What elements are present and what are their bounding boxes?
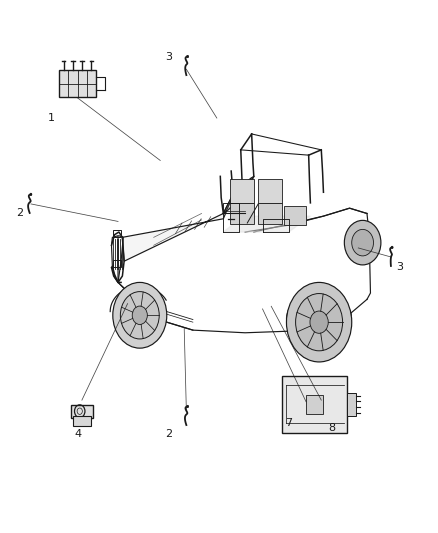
- Text: 8: 8: [328, 423, 336, 433]
- Bar: [282, 376, 347, 433]
- Polygon shape: [284, 206, 306, 225]
- Circle shape: [113, 282, 167, 348]
- Bar: [71, 405, 93, 418]
- Circle shape: [120, 292, 159, 339]
- Bar: [113, 230, 121, 237]
- Polygon shape: [258, 179, 282, 203]
- Text: 3: 3: [396, 262, 403, 271]
- Text: 3: 3: [166, 52, 173, 62]
- Polygon shape: [230, 179, 254, 203]
- Bar: [59, 70, 96, 97]
- Circle shape: [132, 306, 147, 325]
- Polygon shape: [258, 203, 282, 224]
- Circle shape: [30, 193, 32, 196]
- Bar: [113, 260, 121, 266]
- Bar: [73, 416, 91, 426]
- Polygon shape: [226, 177, 252, 213]
- Polygon shape: [223, 216, 311, 232]
- Text: 1: 1: [48, 113, 55, 123]
- Circle shape: [187, 405, 188, 408]
- Text: 4: 4: [74, 429, 81, 439]
- Circle shape: [310, 311, 328, 333]
- Bar: [306, 395, 323, 414]
- Circle shape: [187, 55, 188, 58]
- Bar: [347, 393, 356, 416]
- Circle shape: [286, 282, 352, 362]
- Circle shape: [296, 294, 343, 351]
- Text: 2: 2: [16, 208, 23, 219]
- Polygon shape: [230, 203, 254, 224]
- Text: 2: 2: [166, 429, 173, 439]
- Text: 7: 7: [285, 418, 292, 428]
- Circle shape: [391, 246, 393, 248]
- Circle shape: [352, 229, 374, 256]
- Circle shape: [344, 220, 381, 265]
- Polygon shape: [122, 192, 234, 261]
